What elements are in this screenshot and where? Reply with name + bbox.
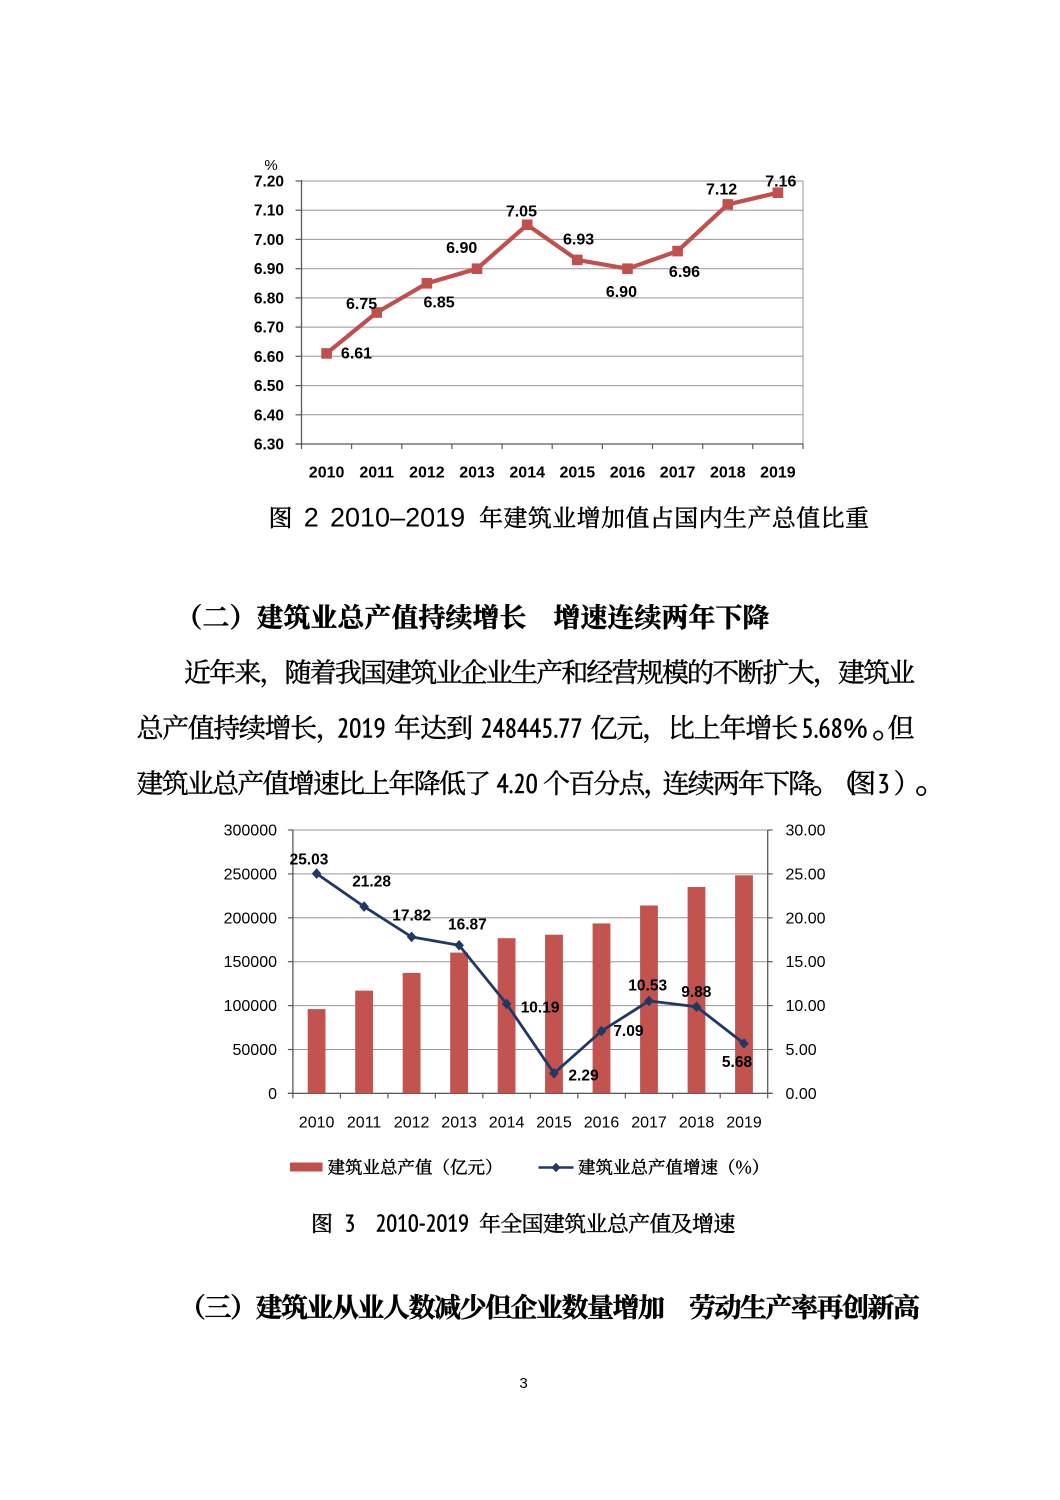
svg-text:5.00: 5.00: [786, 1042, 817, 1059]
svg-text:7.16: 7.16: [765, 174, 796, 191]
svg-text:100000: 100000: [224, 998, 277, 1015]
svg-text:6.61: 6.61: [341, 345, 372, 362]
svg-text:6.90: 6.90: [254, 261, 284, 278]
svg-text:7.12: 7.12: [706, 182, 737, 199]
svg-text:250000: 250000: [224, 866, 277, 883]
svg-text:6.90: 6.90: [606, 284, 637, 301]
svg-text:6.40: 6.40: [254, 407, 284, 424]
svg-text:6.93: 6.93: [563, 231, 594, 248]
svg-text:2013: 2013: [441, 1115, 477, 1132]
svg-text:10.00: 10.00: [786, 998, 826, 1015]
svg-text:2019: 2019: [726, 1115, 762, 1132]
svg-text:6.60: 6.60: [254, 349, 284, 366]
svg-text:17.82: 17.82: [392, 908, 431, 925]
svg-text:6.85: 6.85: [424, 294, 455, 311]
svg-text:5.68: 5.68: [722, 1054, 753, 1071]
svg-text:6.70: 6.70: [254, 320, 284, 337]
svg-text:25.03: 25.03: [290, 851, 329, 868]
svg-text:2017: 2017: [631, 1115, 667, 1132]
svg-text:2017: 2017: [660, 465, 696, 482]
svg-text:6.50: 6.50: [254, 378, 284, 395]
svg-text:25.00: 25.00: [786, 866, 826, 883]
svg-text:200000: 200000: [224, 910, 277, 927]
svg-text:20.00: 20.00: [786, 910, 826, 927]
svg-text:7.20: 7.20: [254, 174, 284, 191]
svg-text:2018: 2018: [679, 1115, 715, 1132]
svg-text:9.88: 9.88: [681, 984, 712, 1001]
svg-text:7.00: 7.00: [254, 232, 284, 249]
svg-text:2018: 2018: [710, 465, 746, 482]
svg-text:6.80: 6.80: [254, 290, 284, 307]
svg-text:2019: 2019: [760, 465, 796, 482]
svg-text:%: %: [264, 157, 277, 174]
svg-text:6.96: 6.96: [669, 264, 700, 281]
svg-text:2010: 2010: [299, 1115, 335, 1132]
svg-text:2016: 2016: [610, 465, 646, 482]
svg-text:150000: 150000: [224, 954, 277, 971]
svg-text:15.00: 15.00: [786, 954, 826, 971]
svg-text:2016: 2016: [584, 1115, 620, 1132]
svg-text:7.05: 7.05: [506, 203, 537, 220]
svg-text:300000: 300000: [224, 823, 277, 840]
svg-text:7.09: 7.09: [613, 1023, 644, 1040]
svg-text:0: 0: [268, 1086, 277, 1103]
svg-text:3: 3: [519, 1375, 527, 1392]
svg-text:30.00: 30.00: [786, 823, 826, 840]
svg-text:21.28: 21.28: [352, 874, 391, 891]
svg-text:2012: 2012: [409, 465, 445, 482]
svg-text:50000: 50000: [233, 1042, 278, 1059]
svg-text:2010: 2010: [309, 465, 345, 482]
svg-text:10.53: 10.53: [628, 977, 667, 994]
svg-text:2: 2: [304, 503, 319, 533]
svg-text:2014: 2014: [489, 1115, 525, 1132]
svg-text:2015: 2015: [536, 1115, 572, 1132]
svg-text:2010–2019: 2010–2019: [330, 503, 465, 533]
svg-text:10.19: 10.19: [521, 999, 560, 1016]
svg-text:6.75: 6.75: [346, 296, 377, 313]
svg-text:2012: 2012: [394, 1115, 430, 1132]
svg-text:2011: 2011: [347, 1115, 382, 1132]
svg-text:16.87: 16.87: [448, 917, 487, 934]
svg-text:2.29: 2.29: [568, 1067, 599, 1084]
svg-text:2015: 2015: [560, 465, 596, 482]
svg-text:2014: 2014: [509, 465, 545, 482]
svg-text:7.10: 7.10: [254, 203, 284, 220]
svg-text:0.00: 0.00: [786, 1086, 817, 1103]
svg-text:6.90: 6.90: [446, 240, 477, 257]
svg-text:2013: 2013: [459, 465, 495, 482]
svg-text:6.30: 6.30: [254, 437, 284, 454]
svg-text:2011: 2011: [359, 465, 394, 482]
